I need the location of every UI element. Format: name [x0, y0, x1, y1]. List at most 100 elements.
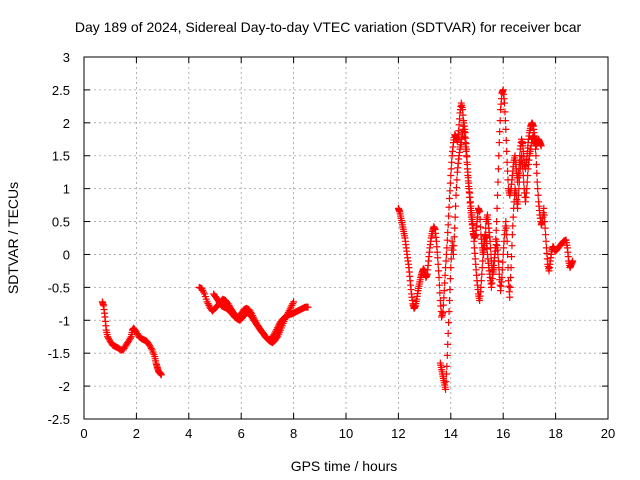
data-point-plus	[496, 128, 504, 136]
series-segment-5	[436, 119, 545, 393]
data-point-plus	[453, 176, 461, 184]
data-point-plus	[504, 250, 512, 258]
data-point-plus	[439, 308, 447, 316]
data-point-plus	[534, 185, 542, 193]
data-point-plus	[494, 178, 502, 186]
data-point-plus	[446, 179, 454, 187]
data-point-plus	[445, 195, 453, 203]
data-point-plus	[524, 171, 532, 179]
data-point-plus	[452, 184, 460, 192]
data-point-plus	[533, 178, 541, 186]
data-point-plus	[498, 273, 506, 281]
data-point-plus	[452, 202, 460, 210]
data-point-plus	[441, 271, 449, 279]
data-point-plus	[494, 257, 502, 265]
data-point-plus	[541, 218, 549, 226]
chart-title: Day 189 of 2024, Sidereal Day-to-day VTE…	[75, 19, 582, 35]
data-point-plus	[452, 191, 460, 199]
data-point-plus	[442, 250, 450, 258]
data-point-plus	[448, 158, 456, 166]
data-point-plus	[440, 287, 448, 295]
x-tick-label: 6	[238, 426, 245, 441]
data-point-plus	[534, 191, 542, 199]
data-point-plus	[445, 203, 453, 211]
data-point-plus	[479, 257, 487, 265]
data-point-plus	[290, 298, 298, 306]
x-tick-label: 0	[80, 426, 87, 441]
data-point-plus	[469, 224, 477, 232]
data-point-plus	[442, 385, 450, 393]
data-point-plus	[532, 152, 540, 160]
y-tick-label: 1.5	[52, 149, 70, 164]
data-point-plus	[494, 191, 502, 199]
data-point-plus	[147, 344, 155, 352]
data-point-plus	[443, 244, 451, 252]
data-point-plus	[495, 152, 503, 160]
x-tick-label: 20	[601, 426, 615, 441]
data-point-plus	[501, 99, 509, 107]
data-point-plus	[495, 139, 503, 147]
data-point-plus	[435, 267, 443, 275]
data-point-plus	[514, 204, 522, 212]
data-point-plus	[442, 370, 450, 378]
data-point-plus	[502, 224, 510, 232]
data-point-plus	[157, 371, 165, 379]
data-point-plus	[502, 218, 510, 226]
data-point-plus	[444, 340, 452, 348]
data-point-plus	[494, 165, 502, 173]
data-point-plus	[506, 293, 514, 301]
data-point-plus	[456, 115, 464, 123]
data-point-plus	[442, 378, 450, 386]
data-point-plus	[493, 218, 501, 226]
data-point-plus	[502, 125, 510, 133]
data-point-plus	[502, 136, 510, 144]
data-point-plus	[439, 301, 447, 309]
y-tick-label: -2	[58, 379, 70, 394]
data-point-plus	[493, 204, 501, 212]
y-tick-label: 3	[63, 50, 70, 65]
data-point-plus	[492, 226, 500, 234]
data-point-plus	[500, 244, 508, 252]
data-point-plus	[476, 215, 484, 223]
y-tick-label: 2	[63, 116, 70, 131]
data-point-plus	[441, 279, 449, 287]
data-point-plus	[443, 362, 451, 370]
data-point-plus	[503, 147, 511, 155]
y-axis: -2.5 -2 -1.5 -1 -0.5 0 0.5 1 1.5 2 2.5 3	[48, 50, 608, 427]
data-point-plus	[446, 275, 454, 283]
data-point-plus	[537, 142, 545, 150]
data-point-plus	[501, 108, 509, 116]
data-point-plus	[455, 127, 463, 135]
data-point-plus	[445, 307, 453, 315]
data-point-plus	[478, 270, 486, 278]
x-tick-label: 18	[548, 426, 562, 441]
data-point-plus	[470, 231, 478, 239]
data-point-plus	[514, 198, 522, 206]
x-tick-label: 4	[185, 426, 192, 441]
data-point-plus	[449, 250, 457, 258]
x-tick-label: 10	[339, 426, 353, 441]
data-point-plus	[507, 273, 515, 281]
data-point-plus	[523, 185, 531, 193]
y-tick-label: -1.5	[48, 346, 70, 361]
data-point-plus	[445, 297, 453, 305]
data-point-plus	[569, 257, 577, 265]
data-point-plus	[447, 264, 455, 272]
series-segment-3	[210, 290, 312, 344]
data-point-plus	[447, 255, 455, 263]
data-point-plus	[445, 318, 453, 326]
data-point-plus	[498, 266, 506, 274]
plot-frame	[83, 56, 609, 420]
series-segment-1	[98, 298, 165, 379]
data-point-plus	[434, 260, 442, 268]
data-point-plus	[463, 153, 471, 161]
data-point-plus	[463, 161, 471, 169]
data-point-plus	[503, 237, 511, 245]
x-tick-label: 14	[444, 426, 458, 441]
data-point-plus	[476, 208, 484, 216]
data-point-plus	[443, 351, 451, 359]
data-point-plus	[540, 204, 548, 212]
data-point-plus	[444, 221, 452, 229]
data-point-plus	[443, 236, 451, 244]
data-point-plus	[450, 242, 458, 250]
